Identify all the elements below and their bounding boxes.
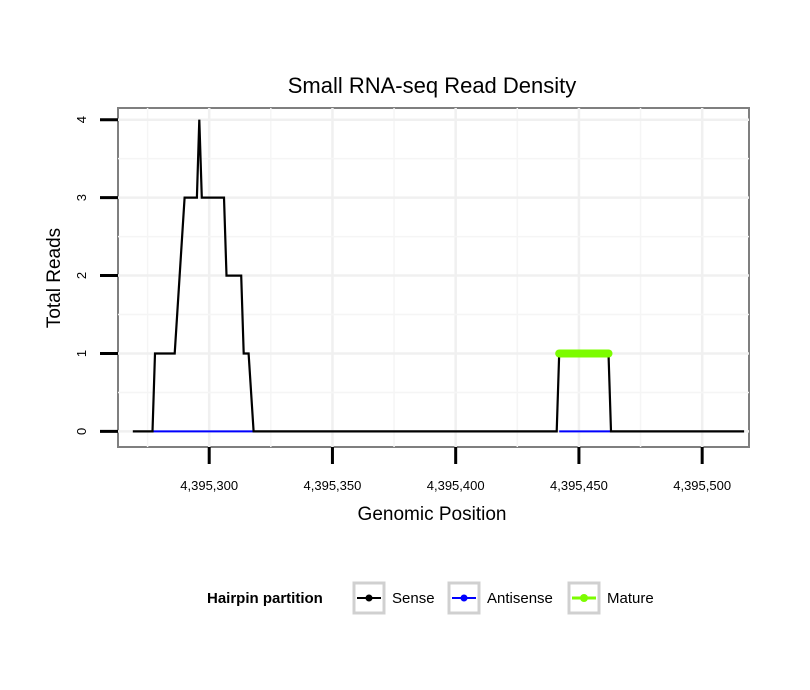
y-tick-label: 0 — [74, 428, 89, 435]
y-tick-label: 3 — [74, 194, 89, 201]
series-sense-line — [132, 119, 745, 433]
legend-label-mature: Mature — [607, 590, 654, 607]
plot-panel — [117, 107, 750, 448]
legend-title: Hairpin partition — [207, 590, 323, 607]
y-axis: 0 1 2 3 4 — [74, 116, 118, 435]
x-tick-label: 4,395,500 — [673, 478, 731, 493]
legend-key-point — [580, 594, 588, 602]
y-tick-label: 4 — [74, 116, 89, 123]
series-layer — [132, 119, 745, 433]
x-axis: 4,395,300 4,395,350 4,395,400 4,395,450 4,39… — [180, 447, 731, 493]
x-tick-label: 4,395,400 — [427, 478, 485, 493]
grid-lines — [118, 108, 749, 447]
x-tick-label: 4,395,300 — [180, 478, 238, 493]
y-tick-label: 2 — [74, 272, 89, 279]
x-tick-label: 4,395,350 — [304, 478, 362, 493]
chart-title: Small RNA-seq Read Density — [288, 73, 577, 98]
y-axis-title: Total Reads — [44, 228, 65, 328]
legend-label-antisense: Antisense — [487, 590, 553, 607]
legend: Hairpin partition Sense Antisense Mature — [207, 581, 654, 615]
y-tick-label: 1 — [74, 350, 89, 357]
legend-label-sense: Sense — [392, 590, 435, 607]
x-axis-title: Genomic Position — [358, 504, 507, 525]
x-tick-label: 4,395,450 — [550, 478, 608, 493]
legend-key-point — [460, 594, 468, 602]
legend-key-point — [365, 594, 373, 602]
